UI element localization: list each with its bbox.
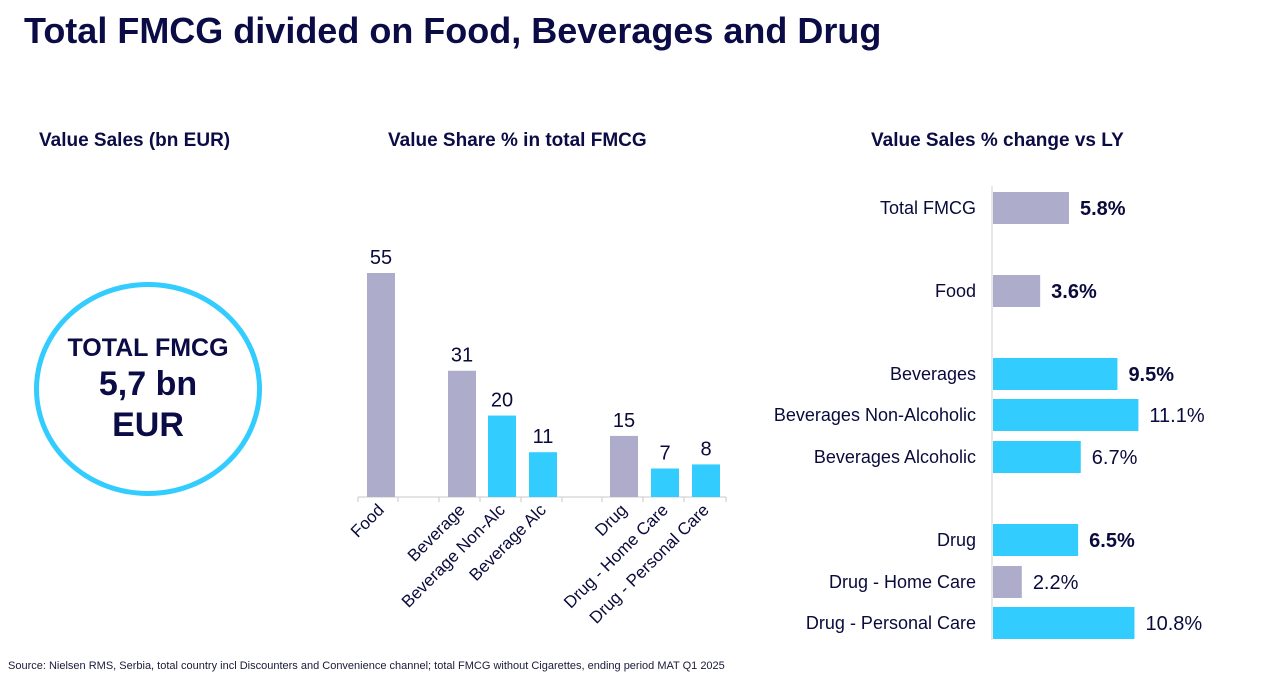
page-title: Total FMCG divided on Food, Beverages an… bbox=[24, 10, 882, 51]
share-bar-6 bbox=[692, 464, 720, 497]
total-label: TOTAL FMCG bbox=[67, 334, 229, 362]
change-category-label-6: Drug - Home Care bbox=[829, 572, 976, 592]
change-data-label-1: 3.6% bbox=[1051, 281, 1097, 303]
change-bar-5 bbox=[993, 524, 1079, 556]
share-bar-2 bbox=[488, 415, 516, 497]
change-data-label-5: 6.5% bbox=[1089, 530, 1135, 552]
share-bar-4 bbox=[610, 435, 638, 497]
value-sales-title: Value Sales (bn EUR) bbox=[39, 130, 231, 151]
change-category-label-4: Beverages Alcoholic bbox=[814, 447, 976, 467]
change-category-label-1: Food bbox=[935, 281, 976, 301]
change-bar-4 bbox=[993, 441, 1081, 473]
change-bar-6 bbox=[993, 566, 1022, 598]
change-bar-2 bbox=[993, 358, 1118, 390]
change-bar-1 bbox=[993, 275, 1041, 307]
value-share-title: Value Share % in total FMCG bbox=[388, 130, 647, 151]
change-category-label-5: Drug bbox=[937, 530, 976, 550]
share-data-label-0: 55 bbox=[370, 247, 392, 269]
share-bar-0 bbox=[367, 273, 395, 497]
change-data-label-4: 6.7% bbox=[1092, 447, 1138, 469]
change-data-label-6: 2.2% bbox=[1033, 572, 1079, 594]
share-data-label-3: 11 bbox=[533, 426, 554, 448]
change-data-label-2: 9.5% bbox=[1128, 364, 1174, 386]
share-bar-3 bbox=[529, 452, 557, 497]
total-fmcg-circle: TOTAL FMCG 5,7 bn EUR bbox=[34, 282, 262, 496]
change-data-label-7: 10.8% bbox=[1145, 613, 1202, 635]
change-bar-0 bbox=[993, 192, 1069, 224]
change-bar-7 bbox=[993, 607, 1135, 639]
share-bar-5 bbox=[651, 468, 679, 497]
change-category-label-3: Beverages Non-Alcoholic bbox=[774, 405, 976, 425]
share-bar-1 bbox=[448, 370, 476, 497]
change-bar-3 bbox=[993, 399, 1139, 431]
change-data-label-0: 5.8% bbox=[1080, 198, 1126, 220]
change-title: Value Sales % change vs LY bbox=[871, 130, 1124, 151]
share-data-label-6: 8 bbox=[700, 438, 711, 460]
source-note: Source: Nielsen RMS, Serbia, total count… bbox=[8, 660, 725, 672]
change-category-label-7: Drug - Personal Care bbox=[806, 613, 976, 633]
share-data-label-4: 15 bbox=[613, 410, 635, 432]
change-data-label-3: 11.1% bbox=[1149, 405, 1204, 427]
share-data-label-2: 20 bbox=[491, 390, 513, 412]
total-unit: EUR bbox=[112, 406, 184, 444]
total-value: 5,7 bn bbox=[98, 365, 198, 403]
share-data-label-1: 31 bbox=[451, 345, 473, 367]
share-data-label-5: 7 bbox=[659, 442, 670, 464]
change-category-label-2: Beverages bbox=[890, 364, 976, 384]
change-category-label-0: Total FMCG bbox=[880, 198, 976, 218]
